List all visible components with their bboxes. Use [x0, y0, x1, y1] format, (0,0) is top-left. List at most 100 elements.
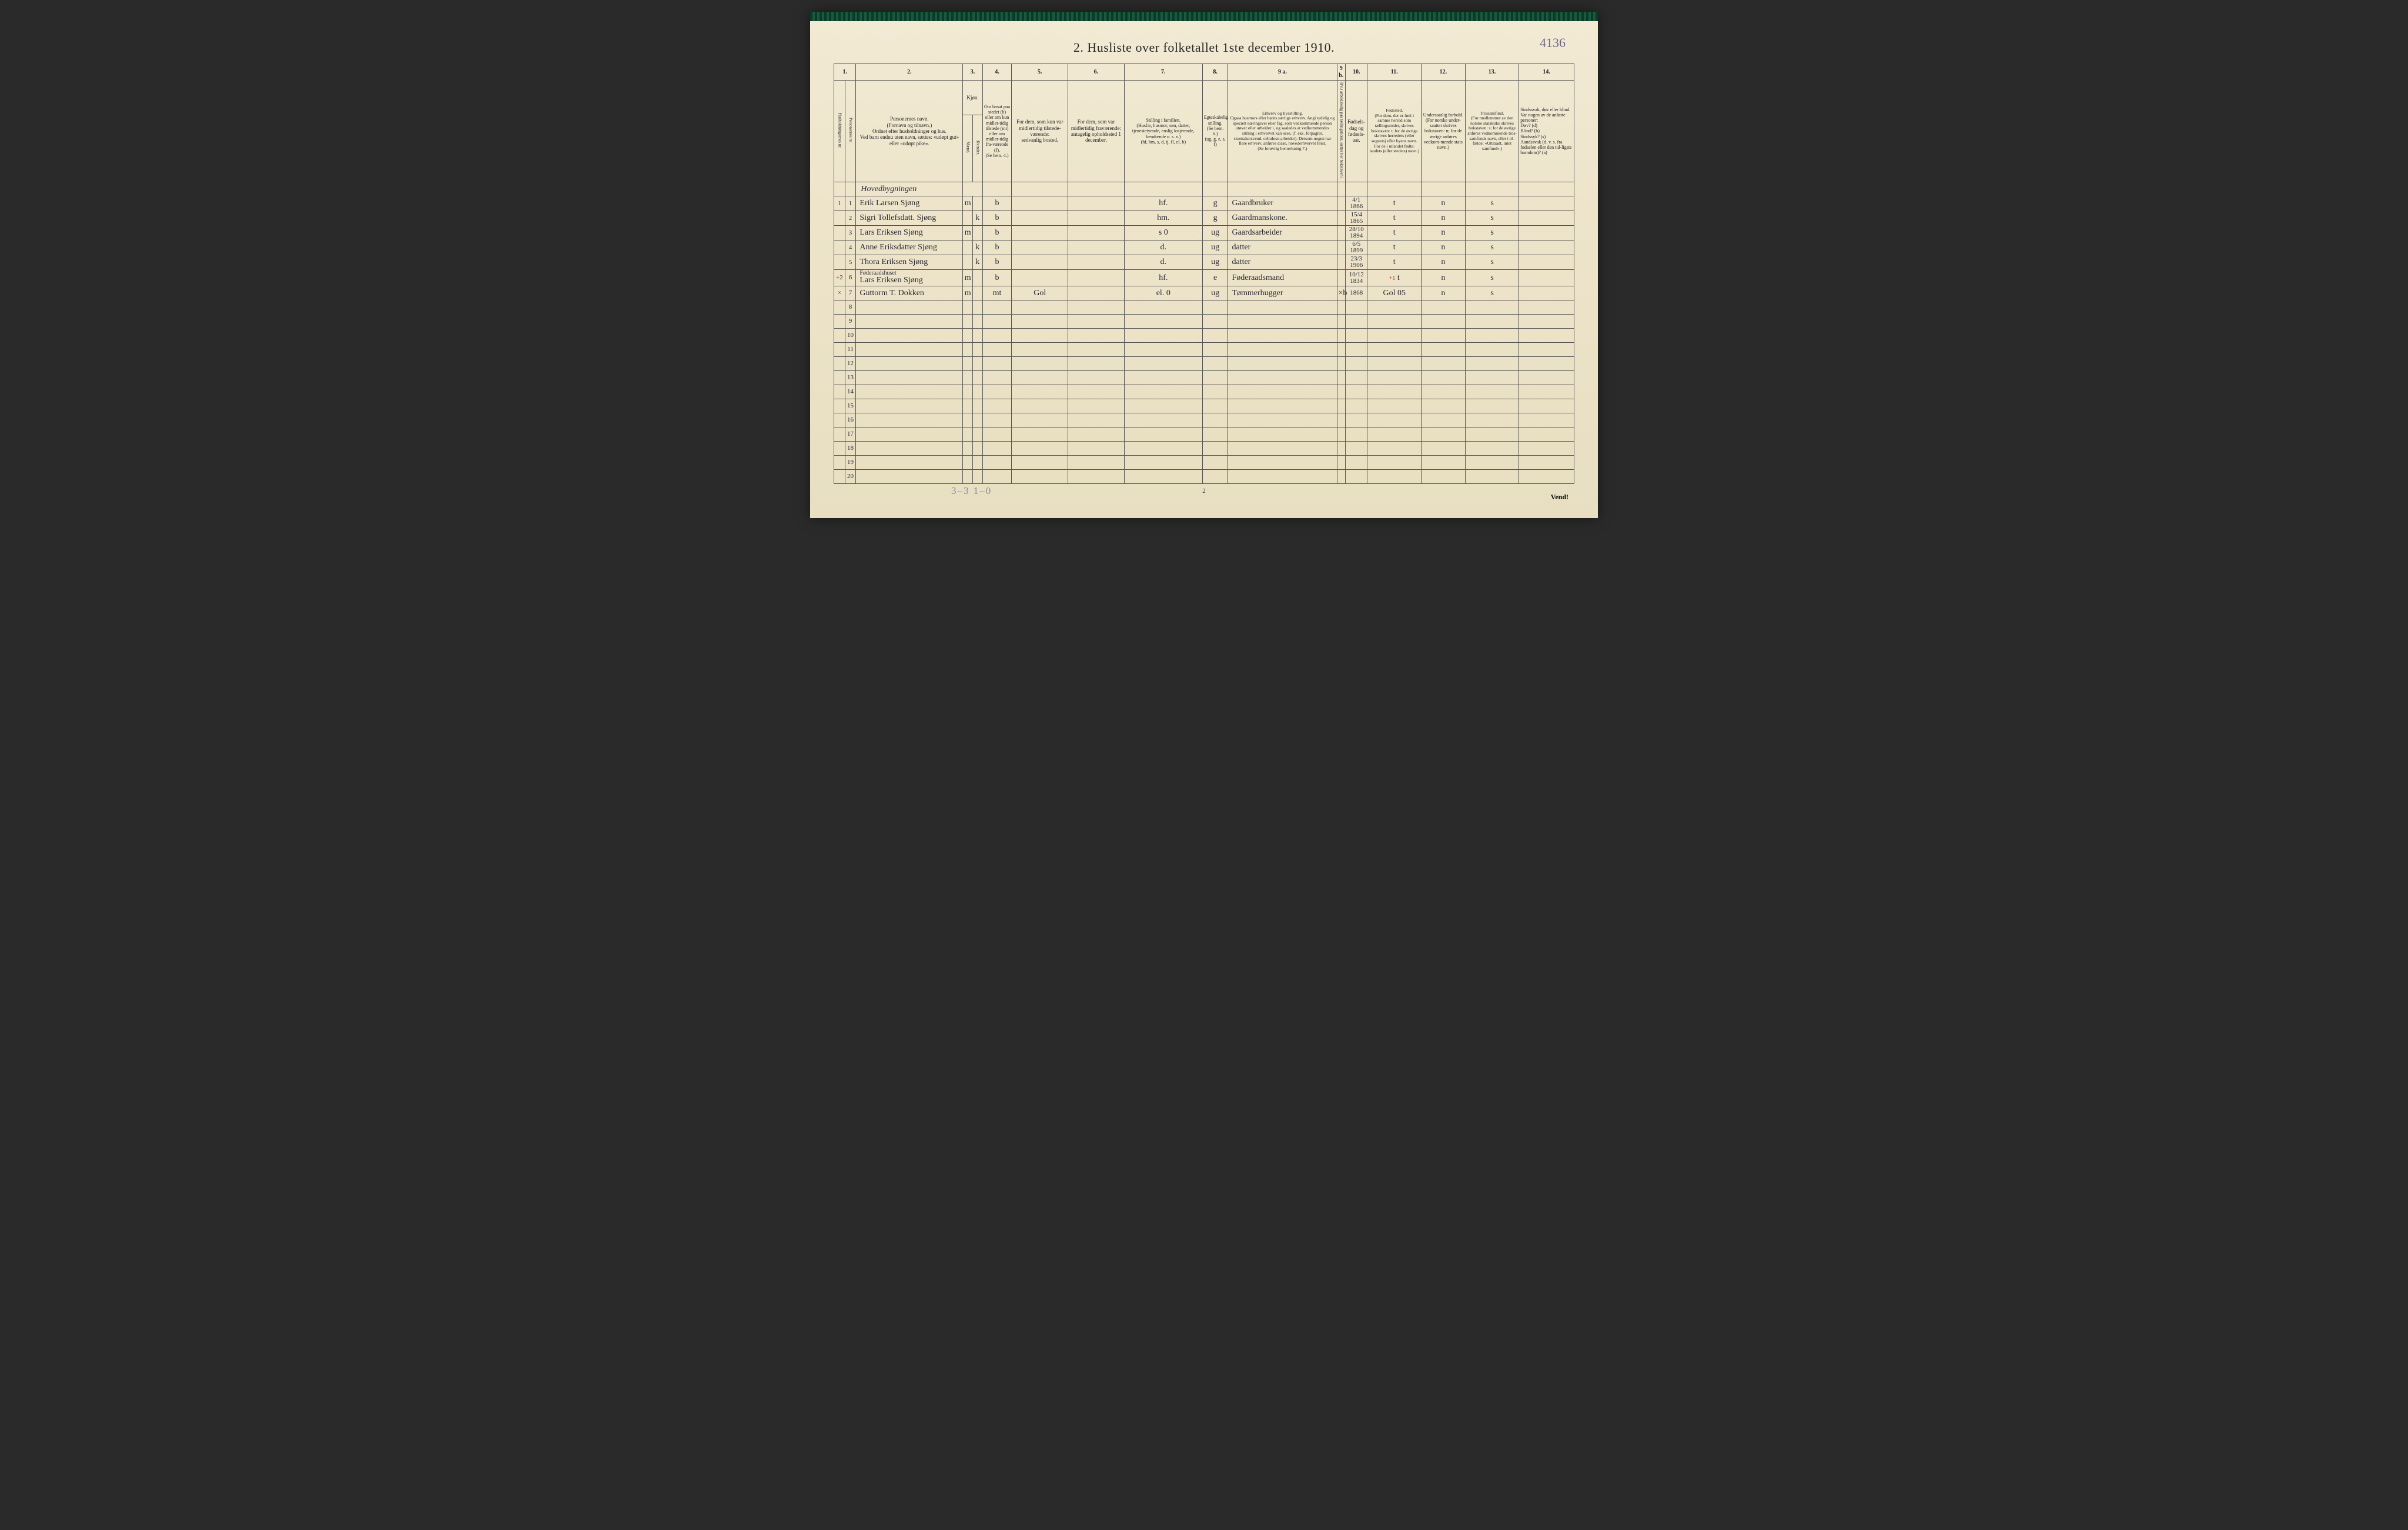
person-number: 19	[845, 456, 856, 470]
header-row-1: Husholdningernes nr. Personernes nr. Per…	[834, 81, 1574, 115]
absent-place	[1068, 226, 1125, 240]
family-pos: hf.	[1124, 196, 1202, 211]
religion: s	[1465, 255, 1519, 270]
hh-number	[834, 211, 845, 226]
person-number: 7	[845, 286, 856, 300]
hh-number	[834, 240, 845, 255]
sex-k: k	[972, 240, 982, 255]
hdr-absent: For dem, som var midlertidig fraværende:…	[1068, 81, 1125, 182]
colnum-2: 2.	[856, 64, 963, 81]
vend-label: Vend!	[1551, 493, 1568, 502]
person-number: 3	[845, 226, 856, 240]
person-number: 2	[845, 211, 856, 226]
birthplace: +1 t	[1367, 270, 1421, 286]
person-number: 9	[845, 315, 856, 329]
sex-m: m	[963, 270, 973, 286]
hdr-pers-nr: Personernes nr.	[845, 81, 856, 182]
absent-place	[1068, 255, 1125, 270]
colnum-7: 7.	[1124, 64, 1202, 81]
colnum-1: 1.	[834, 64, 856, 81]
table-row: 2Sigri Tollefsdatt. Sjøngkbhm.gGaardmans…	[834, 211, 1574, 226]
colnum-12: 12.	[1421, 64, 1465, 81]
table-row-empty: 16	[834, 413, 1574, 427]
disability	[1519, 270, 1574, 286]
colnum-6: 6.	[1068, 64, 1125, 81]
bosat: b	[982, 211, 1012, 226]
present-place: Gol	[1012, 286, 1068, 300]
absent-place	[1068, 196, 1125, 211]
marital: ug	[1202, 255, 1228, 270]
section-label-1: Hovedbygningen	[856, 182, 963, 196]
sex-m	[963, 240, 973, 255]
hdr-occupation: Erhverv og livsstilling. Ogsaa husmors e…	[1228, 81, 1337, 182]
person-name: Anne Eriksdatter Sjøng	[856, 240, 963, 255]
absent-place	[1068, 211, 1125, 226]
marital: ug	[1202, 240, 1228, 255]
person-number: 16	[845, 413, 856, 427]
nationality: n	[1421, 255, 1465, 270]
table-row-empty: 20	[834, 470, 1574, 484]
table-body: Hovedbygningen 11Erik Larsen Sjøngmbhf.g…	[834, 182, 1574, 484]
bosat: b	[982, 255, 1012, 270]
table-row-empty: 11	[834, 343, 1574, 357]
marital: ug	[1202, 226, 1228, 240]
table-row: 4Anne Eriksdatter Sjøngkbd.ugdatter6/5 1…	[834, 240, 1574, 255]
religion: s	[1465, 286, 1519, 300]
colnum-9b: 9 b.	[1337, 64, 1346, 81]
disability	[1519, 286, 1574, 300]
birthplace: t	[1367, 255, 1421, 270]
hh-number: +2	[834, 270, 845, 286]
present-place	[1012, 211, 1068, 226]
table-row: 11Erik Larsen Sjøngmbhf.gGaardbruker4/1 …	[834, 196, 1574, 211]
person-number: 13	[845, 371, 856, 385]
hh-number	[834, 255, 845, 270]
person-name: Sigri Tollefsdatt. Sjøng	[856, 211, 963, 226]
bosat: b	[982, 270, 1012, 286]
sex-k: k	[972, 211, 982, 226]
table-row-empty: 15	[834, 399, 1574, 413]
present-place	[1012, 240, 1068, 255]
section-row: Hovedbygningen	[834, 182, 1574, 196]
birthplace: t	[1367, 211, 1421, 226]
hdr-dob: Fødsels-dag og fødsels-aar.	[1346, 81, 1367, 182]
table-row: 5Thora Eriksen Sjøngkbd.ugdatter23/3 190…	[834, 255, 1574, 270]
family-pos: s 0	[1124, 226, 1202, 240]
dob: 15/4 1865	[1346, 211, 1367, 226]
hdr-disability: Sindssvak, døv eller blind. Var nogen av…	[1519, 81, 1574, 182]
person-number: 14	[845, 385, 856, 399]
person-name: FøderaadshusetLars Eriksen Sjøng	[856, 270, 963, 286]
dob: 1868	[1346, 286, 1367, 300]
birthplace: t	[1367, 226, 1421, 240]
birthplace: t	[1367, 240, 1421, 255]
unemployed	[1337, 240, 1346, 255]
person-number: 8	[845, 300, 856, 315]
table-row-empty: 14	[834, 385, 1574, 399]
person-number: 5	[845, 255, 856, 270]
hdr-religion: Trossamfund. (For medlemmer av den norsk…	[1465, 81, 1519, 182]
occupation: datter	[1228, 240, 1337, 255]
table-row-empty: 12	[834, 357, 1574, 371]
family-pos: d.	[1124, 240, 1202, 255]
hdr-male: Mænd.	[963, 115, 973, 182]
sex-k	[972, 196, 982, 211]
colnum-14: 14.	[1519, 64, 1574, 81]
person-number: 20	[845, 470, 856, 484]
religion: s	[1465, 196, 1519, 211]
person-number: 4	[845, 240, 856, 255]
dob: 10/12 1834	[1346, 270, 1367, 286]
hdr-present: For dem, som kun var midlertidig tilsted…	[1012, 81, 1068, 182]
sex-k	[972, 270, 982, 286]
unemployed	[1337, 196, 1346, 211]
present-place	[1012, 270, 1068, 286]
table-row: 3Lars Eriksen Sjøngmbs 0ugGaardsarbeider…	[834, 226, 1574, 240]
hh-number: ×	[834, 286, 845, 300]
dob: 23/3 1906	[1346, 255, 1367, 270]
sex-m: m	[963, 286, 973, 300]
dob: 6/5 1899	[1346, 240, 1367, 255]
table-row: ×7Guttorm T. DokkenmmtGolel. 0ugTømmerhu…	[834, 286, 1574, 300]
hdr-hh-nr: Husholdningernes nr.	[834, 81, 845, 182]
colnum-5: 5.	[1012, 64, 1068, 81]
sex-k: k	[972, 255, 982, 270]
unemployed	[1337, 211, 1346, 226]
unemployed	[1337, 226, 1346, 240]
